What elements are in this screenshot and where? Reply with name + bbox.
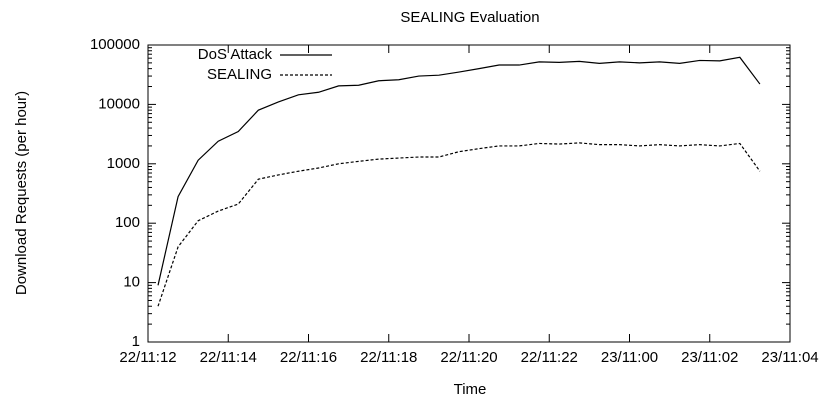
y-tick-label: 10000 <box>98 95 140 112</box>
y-tick-label: 1000 <box>107 155 140 172</box>
legend-label: DoS Attack <box>198 46 273 63</box>
x-tick-label: 22/11:20 <box>440 349 497 366</box>
y-tick-label: 100000 <box>90 36 140 53</box>
y-tick-label: 1 <box>132 333 140 350</box>
y-tick-label: 10 <box>123 274 140 291</box>
x-axis-label: Time <box>454 381 487 398</box>
chart-title: SEALING Evaluation <box>400 9 539 26</box>
y-tick-label: 100 <box>115 214 140 231</box>
x-tick-label: 23/11:00 <box>601 349 658 366</box>
x-tick-label: 22/11:18 <box>360 349 417 366</box>
x-tick-label: 22/11:12 <box>119 349 176 366</box>
legend-label: SEALING <box>207 66 272 83</box>
x-tick-label: 23/11:02 <box>681 349 738 366</box>
data-line <box>157 142 761 307</box>
y-axis-label: Download Requests (per hour) <box>13 91 30 295</box>
x-tick-label: 22/11:16 <box>280 349 337 366</box>
data-line <box>157 56 761 286</box>
x-tick-label: 22/11:22 <box>521 349 578 366</box>
plot-frame <box>147 44 791 343</box>
x-tick-label: 23/11:04 <box>761 349 818 366</box>
x-tick-label: 22/11:14 <box>200 349 257 366</box>
